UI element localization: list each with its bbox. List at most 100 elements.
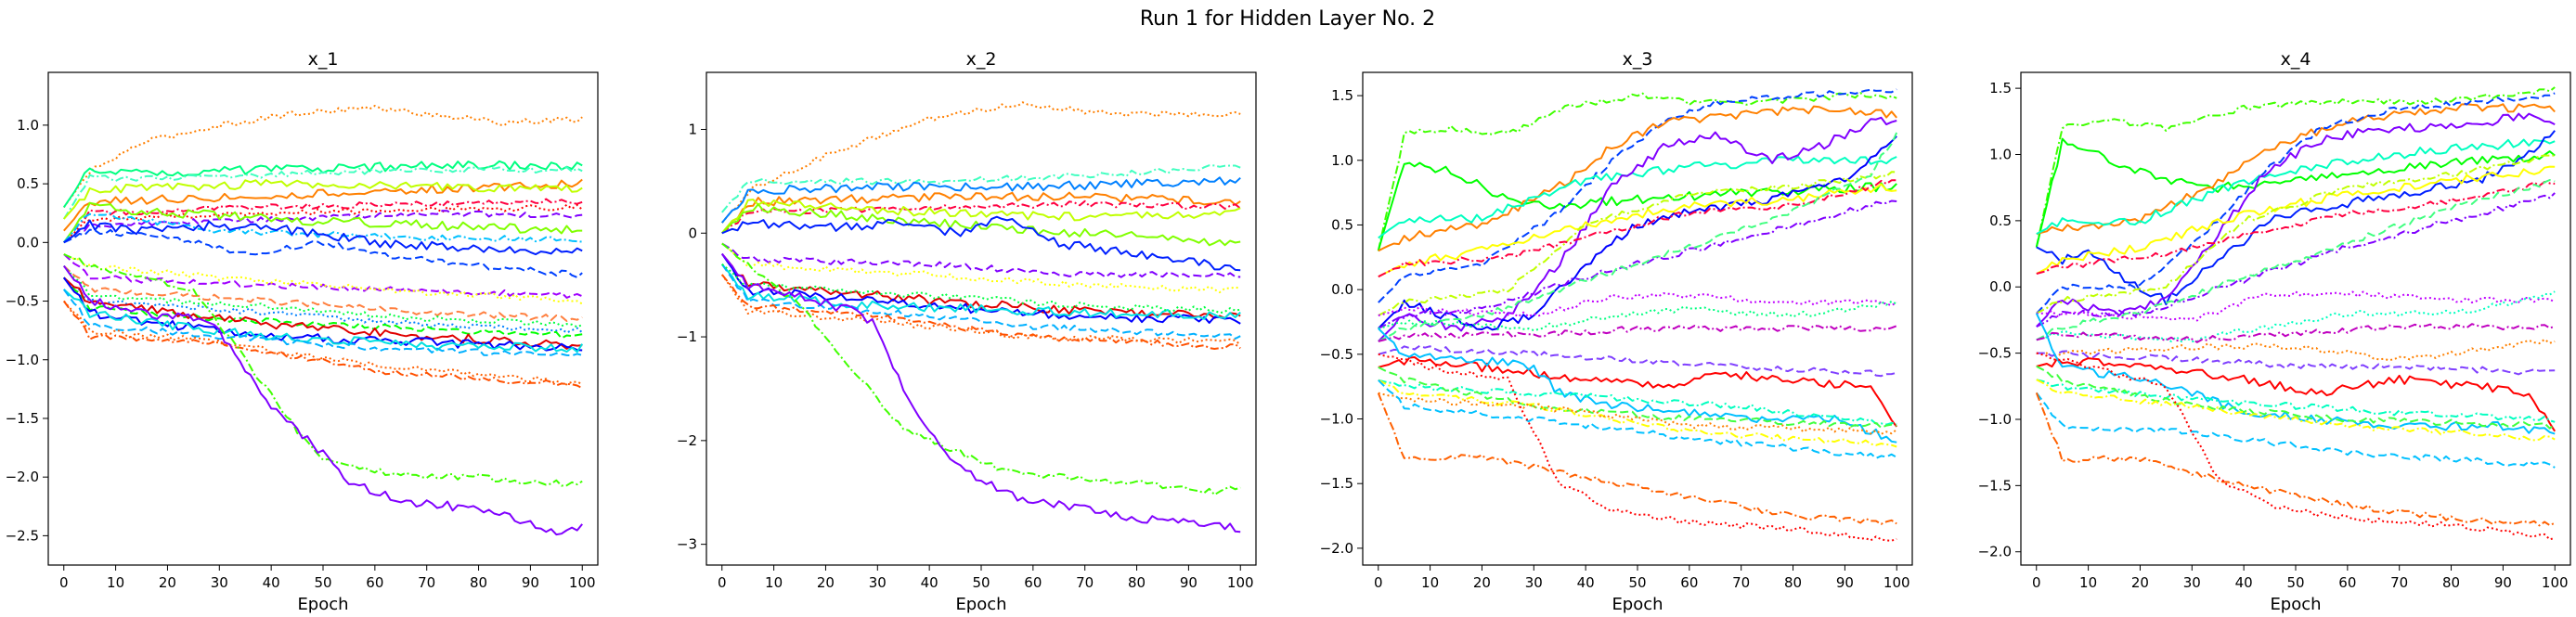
series-group xyxy=(720,101,1241,533)
series-line xyxy=(1378,379,1897,448)
y-tick-label: 0.5 xyxy=(1331,216,1353,233)
series-line xyxy=(1378,88,1897,303)
subplot-title: x_3 xyxy=(1623,49,1653,70)
y-tick-label: 0.5 xyxy=(17,175,39,192)
x-tick-label: 70 xyxy=(2390,574,2408,591)
series-line xyxy=(2036,130,2556,306)
axes-frame xyxy=(1362,71,1913,566)
series-line xyxy=(721,264,1241,320)
series-line xyxy=(2035,137,2556,248)
x-tick-label: 10 xyxy=(107,574,124,591)
x-axis-label: Epoch xyxy=(297,595,348,614)
series-line xyxy=(1378,344,1897,378)
series-line xyxy=(1378,379,1897,426)
x-tick-label: 30 xyxy=(2183,574,2201,591)
x-tick-label: 80 xyxy=(1128,574,1146,591)
x-tick-label: 70 xyxy=(1076,574,1094,591)
x-tick-label: 70 xyxy=(418,574,435,591)
series-line xyxy=(1378,155,1897,239)
x-tick-label: 60 xyxy=(1024,574,1042,591)
series-line xyxy=(2036,392,2556,469)
y-tick-label: 1.0 xyxy=(1331,152,1353,169)
x-tick-label: 90 xyxy=(522,574,539,591)
series-line xyxy=(1378,171,1897,316)
series-line xyxy=(63,276,583,350)
x-tick-label: 100 xyxy=(1883,574,1910,591)
y-tick-label: 0 xyxy=(688,225,697,241)
x-tick-label: 20 xyxy=(1473,574,1491,591)
figure-title: Run 1 for Hidden Layer No. 2 xyxy=(1140,7,1435,31)
x-axis-label: Epoch xyxy=(955,595,1006,614)
x-tick-label: 90 xyxy=(1836,574,1854,591)
x-tick-label: 10 xyxy=(1421,574,1439,591)
series-line xyxy=(721,242,1241,294)
x-tick-label: 60 xyxy=(366,574,383,591)
series-line xyxy=(2035,392,2556,527)
subplot-x4: 0 10 20 30 40 50 60 70 80 90 100 −2.0 −1.5 −1.0 −0.5 0.… xyxy=(1978,49,2571,614)
series-line xyxy=(2036,338,2556,362)
x-tick-label: 20 xyxy=(2131,574,2149,591)
y-tick-label: −1.5 xyxy=(1320,475,1353,492)
x-tick-label: 50 xyxy=(1628,574,1646,591)
x-tick-label: 50 xyxy=(314,574,331,591)
series-line xyxy=(1378,116,1897,342)
series-line xyxy=(62,300,583,390)
y-tick-label: −1.0 xyxy=(6,352,39,368)
y-tick-label: 1.5 xyxy=(1331,87,1353,104)
subplot-x3: 0 10 20 30 40 50 60 70 80 90 100 −2.0 −1.5 −1.0 −0.5 0.… xyxy=(1320,49,1913,614)
series-line xyxy=(63,228,583,278)
series-line xyxy=(1378,135,1897,331)
y-tick-label: −2.0 xyxy=(6,469,39,485)
y-tick-label: −1.0 xyxy=(1320,411,1353,428)
series-line xyxy=(721,203,1241,247)
series-line xyxy=(721,176,1241,224)
series-line xyxy=(1378,366,1897,429)
x-tick-label: 80 xyxy=(1784,574,1802,591)
series-line xyxy=(1378,325,1897,342)
y-tick-label: −1.0 xyxy=(1978,411,2012,428)
x-tick-label: 40 xyxy=(921,574,938,591)
series-line xyxy=(2036,154,2556,315)
x-tick-label: 80 xyxy=(2442,574,2460,591)
series-line xyxy=(721,191,1241,234)
series-line xyxy=(63,264,583,328)
x-tick-label: 100 xyxy=(1227,574,1254,591)
subplot-title: x_2 xyxy=(966,49,997,70)
series-line xyxy=(1378,379,1897,459)
series-line xyxy=(62,276,583,352)
y-tick-label: −3 xyxy=(677,536,697,553)
series-line xyxy=(2036,138,2556,235)
series-line xyxy=(62,265,583,536)
subplot-title: x_4 xyxy=(2281,49,2311,70)
series-line xyxy=(63,253,583,299)
series-line xyxy=(721,199,1241,235)
series-line xyxy=(2036,290,2556,322)
series-line xyxy=(720,264,1241,340)
y-tick-label: −1.5 xyxy=(6,410,39,427)
series-line xyxy=(63,264,583,322)
series-line xyxy=(721,242,1241,496)
x-tick-label: 80 xyxy=(470,574,487,591)
x-axis-label: Epoch xyxy=(1612,595,1663,614)
series-group xyxy=(62,105,584,536)
x-tick-label: 50 xyxy=(2286,574,2304,591)
series-line xyxy=(721,252,1241,533)
series-line xyxy=(1378,300,1897,332)
y-tick-label: 0.0 xyxy=(1989,278,2012,295)
x-tick-label: 10 xyxy=(765,574,783,591)
series-line xyxy=(62,201,583,243)
series-line xyxy=(721,215,1241,272)
x-tick-label: 100 xyxy=(2542,574,2569,591)
x-tick-label: 20 xyxy=(159,574,176,591)
series-line xyxy=(63,300,583,386)
series-line xyxy=(63,253,583,305)
y-tick-label: 1.5 xyxy=(1989,80,2012,96)
y-tick-label: 0.5 xyxy=(1989,212,2012,229)
y-tick-label: −1.5 xyxy=(1978,477,2012,494)
series-line xyxy=(720,253,1241,325)
series-line xyxy=(63,178,583,232)
y-tick-label: 1.0 xyxy=(17,117,39,134)
x-tick-label: 10 xyxy=(2079,574,2097,591)
series-line xyxy=(2036,179,2556,341)
